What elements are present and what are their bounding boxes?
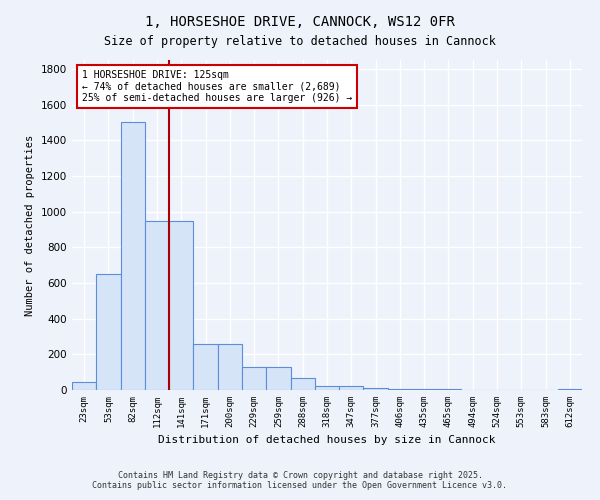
Y-axis label: Number of detached properties: Number of detached properties: [25, 134, 35, 316]
Bar: [169, 220, 193, 390]
Bar: [266, 367, 290, 390]
Text: 1, HORSESHOE DRIVE, CANNOCK, WS12 0FR: 1, HORSESHOE DRIVE, CANNOCK, WS12 0FR: [145, 15, 455, 29]
Bar: [121, 122, 145, 390]
Bar: [96, 274, 121, 390]
X-axis label: Distribution of detached houses by size in Cannock: Distribution of detached houses by size …: [158, 436, 496, 446]
Text: 1 HORSESHOE DRIVE: 125sqm
← 74% of detached houses are smaller (2,689)
25% of se: 1 HORSESHOE DRIVE: 125sqm ← 74% of detac…: [82, 70, 352, 103]
Bar: [242, 367, 266, 390]
Text: Contains HM Land Registry data © Crown copyright and database right 2025.
Contai: Contains HM Land Registry data © Crown c…: [92, 470, 508, 490]
Bar: [145, 220, 169, 390]
Bar: [218, 344, 242, 390]
Bar: [193, 344, 218, 390]
Bar: [315, 386, 339, 390]
Text: Size of property relative to detached houses in Cannock: Size of property relative to detached ho…: [104, 35, 496, 48]
Bar: [72, 382, 96, 390]
Bar: [290, 378, 315, 390]
Bar: [388, 389, 412, 390]
Bar: [364, 388, 388, 390]
Bar: [339, 386, 364, 390]
Bar: [558, 389, 582, 390]
